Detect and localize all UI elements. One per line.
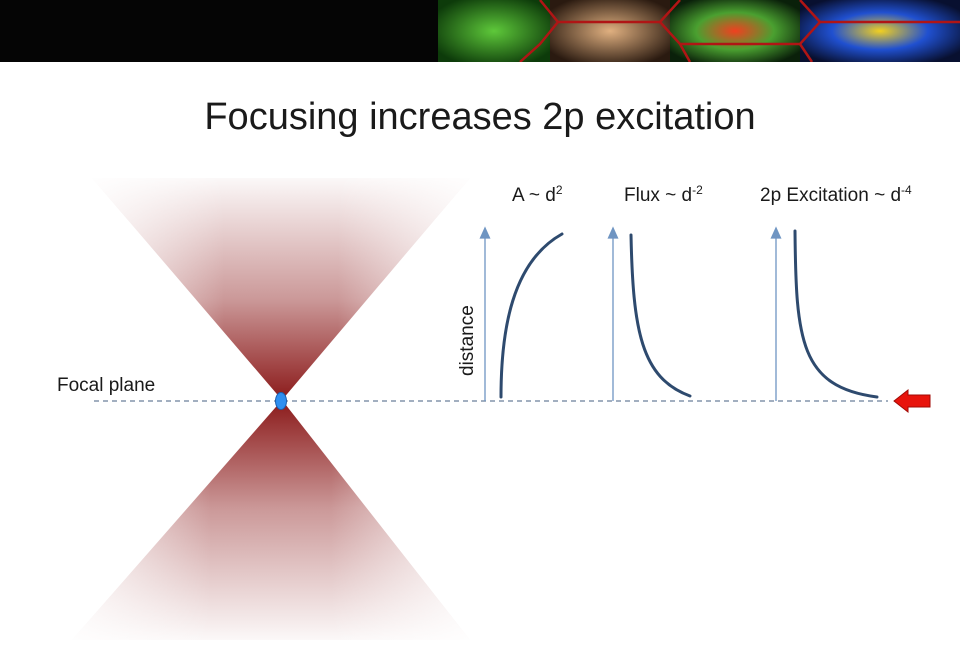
- curve-area: [499, 232, 564, 399]
- equation-excitation: 2p Excitation ~ d-4: [760, 183, 912, 207]
- beam-cone: [72, 178, 470, 640]
- equation-flux-exponent: -2: [692, 183, 703, 197]
- equation-excitation-exponent: -4: [901, 183, 912, 197]
- axis-area-arrowhead: [479, 226, 491, 239]
- micrograph-blue-yellow: [800, 0, 960, 62]
- curve-flux: [629, 233, 692, 398]
- curve-excitation: [793, 229, 879, 399]
- focus-spot-icon: [275, 392, 287, 410]
- axis-flux-arrowhead: [607, 226, 619, 239]
- slide-title: Focusing increases 2p excitation: [204, 96, 756, 138]
- equation-area-base: A ~ d: [512, 185, 556, 206]
- micrograph-cells: [670, 0, 800, 62]
- equation-area: A ~ d2: [512, 183, 563, 207]
- micrograph-neuron: [550, 0, 670, 62]
- equation-excitation-base: 2p Excitation ~ d: [760, 185, 902, 206]
- equation-flux: Flux ~ d-2: [624, 183, 703, 207]
- red-left-arrow-icon: [893, 388, 931, 414]
- equation-flux-base: Flux ~ d: [624, 185, 693, 206]
- header-banner: [0, 0, 960, 62]
- axis-excitation-arrowhead: [770, 226, 782, 239]
- equation-area-exponent: 2: [555, 183, 563, 197]
- distance-axis-label: distance: [457, 305, 478, 376]
- banner-image-strip: [0, 0, 960, 62]
- focal-plane-label: Focal plane: [57, 375, 156, 396]
